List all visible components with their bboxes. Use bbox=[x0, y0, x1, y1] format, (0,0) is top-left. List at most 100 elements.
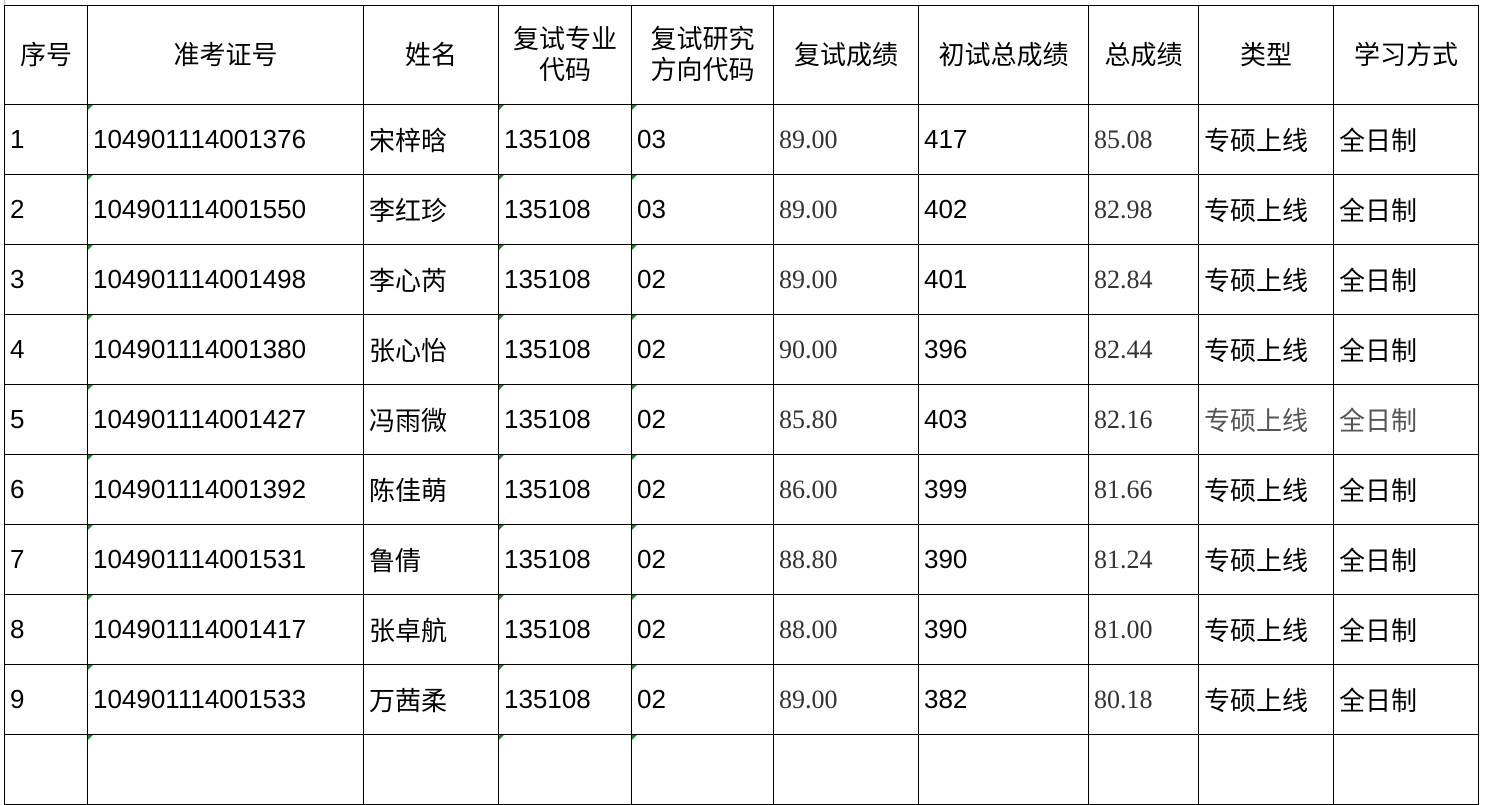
cell-major-code[interactable]: 135108 bbox=[498, 664, 632, 735]
cell-retest-score[interactable]: 88.80 bbox=[773, 524, 919, 595]
header-exam-id[interactable]: 准考证号 bbox=[87, 5, 364, 105]
empty-cell[interactable] bbox=[4, 734, 88, 805]
cell-total-score[interactable]: 85.08 bbox=[1088, 104, 1199, 175]
cell-initial-score[interactable]: 402 bbox=[918, 174, 1089, 245]
cell-exam-id[interactable]: 104901114001498 bbox=[87, 244, 364, 315]
cell-initial-score[interactable]: 390 bbox=[918, 594, 1089, 665]
cell-major-code[interactable]: 135108 bbox=[498, 594, 632, 665]
header-total-score[interactable]: 总成绩 bbox=[1088, 5, 1199, 105]
empty-cell[interactable] bbox=[1198, 734, 1334, 805]
cell-exam-id[interactable]: 104901114001531 bbox=[87, 524, 364, 595]
cell-direction-code[interactable]: 02 bbox=[631, 664, 774, 735]
cell-initial-score[interactable]: 382 bbox=[918, 664, 1089, 735]
cell-initial-score[interactable]: 401 bbox=[918, 244, 1089, 315]
header-no[interactable]: 序号 bbox=[4, 5, 88, 105]
cell-name[interactable]: 李红珍 bbox=[363, 174, 499, 245]
cell-study-mode[interactable]: 全日制 bbox=[1333, 384, 1479, 455]
cell-exam-id[interactable]: 104901114001417 bbox=[87, 594, 364, 665]
empty-cell[interactable] bbox=[918, 734, 1089, 805]
cell-initial-score[interactable]: 403 bbox=[918, 384, 1089, 455]
cell-no[interactable]: 5 bbox=[4, 384, 88, 455]
cell-initial-score[interactable]: 390 bbox=[918, 524, 1089, 595]
cell-total-score[interactable]: 82.98 bbox=[1088, 174, 1199, 245]
header-initial-score[interactable]: 初试总成绩 bbox=[918, 5, 1089, 105]
cell-major-code[interactable]: 135108 bbox=[498, 244, 632, 315]
cell-retest-score[interactable]: 85.80 bbox=[773, 384, 919, 455]
cell-name[interactable]: 冯雨微 bbox=[363, 384, 499, 455]
cell-retest-score[interactable]: 86.00 bbox=[773, 454, 919, 525]
cell-retest-score[interactable]: 88.00 bbox=[773, 594, 919, 665]
cell-no[interactable]: 3 bbox=[4, 244, 88, 315]
cell-study-mode[interactable]: 全日制 bbox=[1333, 594, 1479, 665]
cell-retest-score[interactable]: 90.00 bbox=[773, 314, 919, 385]
cell-exam-id[interactable]: 104901114001380 bbox=[87, 314, 364, 385]
empty-cell[interactable] bbox=[1333, 734, 1479, 805]
cell-major-code[interactable]: 135108 bbox=[498, 524, 632, 595]
cell-type[interactable]: 专硕上线 bbox=[1198, 384, 1334, 455]
cell-name[interactable]: 鲁倩 bbox=[363, 524, 499, 595]
cell-major-code[interactable]: 135108 bbox=[498, 314, 632, 385]
empty-cell[interactable] bbox=[87, 734, 364, 805]
cell-initial-score[interactable]: 396 bbox=[918, 314, 1089, 385]
cell-name[interactable]: 万茜柔 bbox=[363, 664, 499, 735]
cell-exam-id[interactable]: 104901114001533 bbox=[87, 664, 364, 735]
cell-exam-id[interactable]: 104901114001392 bbox=[87, 454, 364, 525]
cell-type[interactable]: 专硕上线 bbox=[1198, 524, 1334, 595]
cell-study-mode[interactable]: 全日制 bbox=[1333, 314, 1479, 385]
cell-name[interactable]: 陈佳萌 bbox=[363, 454, 499, 525]
cell-type[interactable]: 专硕上线 bbox=[1198, 454, 1334, 525]
cell-no[interactable]: 7 bbox=[4, 524, 88, 595]
cell-retest-score[interactable]: 89.00 bbox=[773, 174, 919, 245]
cell-type[interactable]: 专硕上线 bbox=[1198, 594, 1334, 665]
cell-direction-code[interactable]: 02 bbox=[631, 594, 774, 665]
cell-initial-score[interactable]: 399 bbox=[918, 454, 1089, 525]
cell-name[interactable]: 张心怡 bbox=[363, 314, 499, 385]
cell-total-score[interactable]: 82.44 bbox=[1088, 314, 1199, 385]
cell-initial-score[interactable]: 417 bbox=[918, 104, 1089, 175]
empty-cell[interactable] bbox=[498, 734, 632, 805]
cell-exam-id[interactable]: 104901114001427 bbox=[87, 384, 364, 455]
cell-retest-score[interactable]: 89.00 bbox=[773, 244, 919, 315]
header-study-mode[interactable]: 学习方式 bbox=[1333, 5, 1479, 105]
cell-no[interactable]: 1 bbox=[4, 104, 88, 175]
cell-retest-score[interactable]: 89.00 bbox=[773, 664, 919, 735]
cell-name[interactable]: 宋梓晗 bbox=[363, 104, 499, 175]
cell-total-score[interactable]: 82.16 bbox=[1088, 384, 1199, 455]
cell-study-mode[interactable]: 全日制 bbox=[1333, 454, 1479, 525]
cell-major-code[interactable]: 135108 bbox=[498, 104, 632, 175]
cell-direction-code[interactable]: 03 bbox=[631, 174, 774, 245]
header-name[interactable]: 姓名 bbox=[363, 5, 499, 105]
cell-no[interactable]: 4 bbox=[4, 314, 88, 385]
empty-cell[interactable] bbox=[631, 734, 774, 805]
cell-type[interactable]: 专硕上线 bbox=[1198, 314, 1334, 385]
cell-study-mode[interactable]: 全日制 bbox=[1333, 104, 1479, 175]
header-direction-code[interactable]: 复试研究 方向代码 bbox=[631, 5, 774, 105]
cell-direction-code[interactable]: 02 bbox=[631, 244, 774, 315]
cell-direction-code[interactable]: 02 bbox=[631, 384, 774, 455]
cell-study-mode[interactable]: 全日制 bbox=[1333, 174, 1479, 245]
header-major-code[interactable]: 复试专业 代码 bbox=[498, 5, 632, 105]
cell-total-score[interactable]: 82.84 bbox=[1088, 244, 1199, 315]
cell-type[interactable]: 专硕上线 bbox=[1198, 174, 1334, 245]
cell-major-code[interactable]: 135108 bbox=[498, 384, 632, 455]
cell-no[interactable]: 8 bbox=[4, 594, 88, 665]
cell-direction-code[interactable]: 02 bbox=[631, 314, 774, 385]
header-type[interactable]: 类型 bbox=[1198, 5, 1334, 105]
cell-direction-code[interactable]: 02 bbox=[631, 524, 774, 595]
cell-direction-code[interactable]: 02 bbox=[631, 454, 774, 525]
cell-study-mode[interactable]: 全日制 bbox=[1333, 664, 1479, 735]
cell-no[interactable]: 9 bbox=[4, 664, 88, 735]
cell-total-score[interactable]: 81.66 bbox=[1088, 454, 1199, 525]
cell-name[interactable]: 张卓航 bbox=[363, 594, 499, 665]
cell-study-mode[interactable]: 全日制 bbox=[1333, 244, 1479, 315]
empty-cell[interactable] bbox=[1088, 734, 1199, 805]
cell-no[interactable]: 2 bbox=[4, 174, 88, 245]
cell-retest-score[interactable]: 89.00 bbox=[773, 104, 919, 175]
cell-exam-id[interactable]: 104901114001376 bbox=[87, 104, 364, 175]
header-retest-score[interactable]: 复试成绩 bbox=[773, 5, 919, 105]
empty-cell[interactable] bbox=[773, 734, 919, 805]
cell-major-code[interactable]: 135108 bbox=[498, 454, 632, 525]
cell-type[interactable]: 专硕上线 bbox=[1198, 244, 1334, 315]
cell-total-score[interactable]: 81.00 bbox=[1088, 594, 1199, 665]
cell-total-score[interactable]: 80.18 bbox=[1088, 664, 1199, 735]
